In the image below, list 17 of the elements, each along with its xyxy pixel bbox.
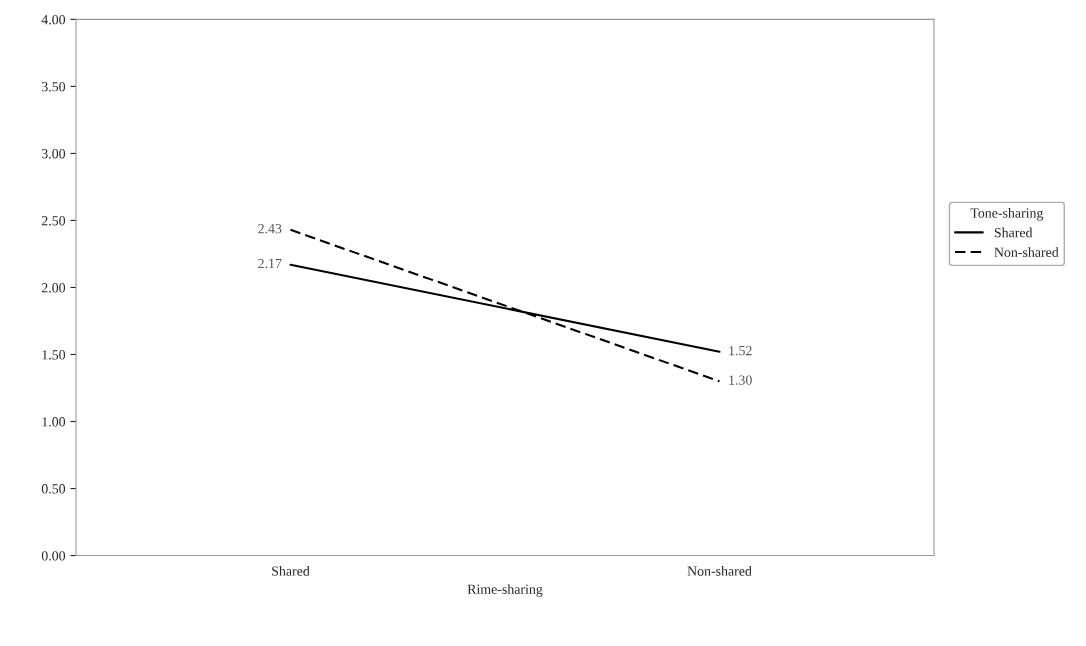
y-tick-label: 1.00 — [42, 417, 66, 427]
data-label: 2.17 — [258, 258, 282, 269]
y-tick-label: 3.00 — [41, 149, 66, 159]
data-label: 1.30 — [729, 375, 752, 385]
y-tick-label: 3.50 — [41, 81, 66, 92]
y-tick-label: 2.50 — [41, 216, 66, 226]
data-label: 1.52 — [729, 345, 752, 356]
x-axis-title: Rime-sharing — [467, 584, 543, 597]
data-label: 2.43 — [258, 223, 282, 234]
y-tick-label: 2.00 — [41, 283, 66, 293]
y-tick-label: 1.50 — [42, 350, 66, 360]
y-tick-label: 0.50 — [41, 484, 66, 494]
y-tick-label: 4.00 — [41, 14, 66, 25]
y-tick-label: 0.00 — [41, 551, 66, 561]
legend-label: Shared — [994, 227, 1033, 238]
legend-label: Non-shared — [994, 247, 1059, 257]
legend-title: Tone-sharing — [970, 207, 1044, 221]
